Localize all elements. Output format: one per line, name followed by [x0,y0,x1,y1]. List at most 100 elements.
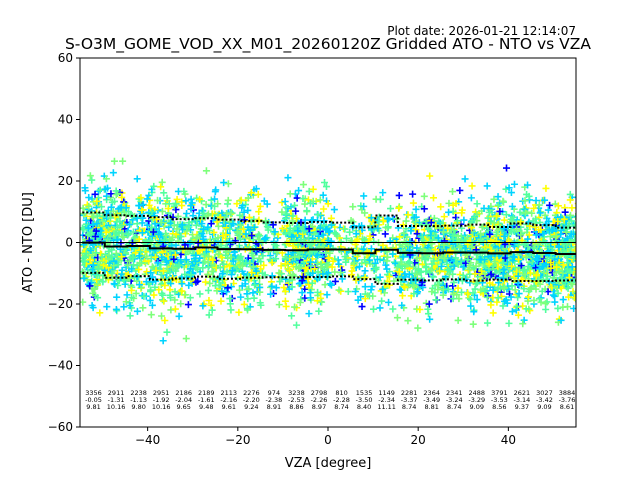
data-point [160,297,168,305]
data-point [91,284,99,292]
y-tick-label: −20 [48,297,73,311]
data-point [173,225,181,233]
data-point [337,269,345,277]
data-point [331,268,339,276]
data-point [122,298,130,306]
data-point [307,258,315,266]
data-point [264,226,272,234]
data-point [135,252,143,260]
data-point [174,212,182,220]
data-point [157,270,165,278]
data-point [81,273,89,281]
data-point [158,312,166,320]
data-point [280,284,288,292]
data-point [349,203,357,211]
data-point [103,184,111,192]
data-point [379,285,387,293]
bin-stat-std: 9.24 [244,403,258,411]
x-axis-label: VZA [degree] [285,456,372,471]
data-point [192,234,200,242]
data-point [276,278,284,286]
data-point [335,286,343,294]
data-point [158,178,166,186]
data-point [229,257,237,265]
data-point [150,182,158,190]
data-point [296,299,304,307]
data-point [236,229,244,237]
data-point [135,265,143,273]
data-point [357,293,365,301]
data-point [95,265,103,273]
data-point [324,254,332,262]
data-point [189,212,197,220]
data-point [187,271,195,279]
data-point [138,206,146,214]
data-point [361,209,369,217]
data-point [363,248,371,256]
data-point [102,175,110,183]
bin-stat-std: 8.81 [424,403,438,411]
data-point [295,265,303,273]
data-point [281,260,289,268]
data-point [143,268,151,276]
data-point [96,309,104,317]
bin-stat-std: 9.37 [515,403,529,411]
data-point [91,190,99,198]
data-point [204,286,212,294]
data-point [289,217,297,225]
x-tick-label: 0 [324,433,332,447]
data-point [138,229,146,237]
data-point [208,306,216,314]
data-point [170,202,178,210]
data-point [157,183,165,191]
data-point [195,247,203,255]
data-point [148,301,156,309]
data-point [96,225,104,233]
data-point [86,172,94,180]
data-point [187,195,195,203]
data-point [254,190,262,198]
data-point [260,197,268,205]
data-point [328,263,336,271]
data-point [227,253,235,261]
data-point [261,235,269,243]
data-point [368,283,376,291]
data-point [376,195,384,203]
data-point [214,234,222,242]
data-point [190,250,198,258]
data-point [247,189,255,197]
data-point [127,286,135,294]
data-point [288,233,296,241]
data-point [166,291,174,299]
data-point [135,281,143,289]
data-point [160,189,168,197]
data-point [220,179,228,187]
x-tick-label: −40 [135,433,160,447]
data-point [120,303,128,311]
data-point [237,235,245,243]
data-point [268,282,276,290]
data-point [142,278,150,286]
data-point [314,211,322,219]
data-point [304,275,312,283]
bin-stat-std: 9.09 [537,403,551,411]
data-point [133,175,141,183]
data-point [149,228,157,236]
data-point [107,190,115,198]
data-point [182,213,190,221]
data-point [299,181,307,189]
data-point [200,225,208,233]
data-point [126,302,134,310]
data-point [158,207,166,215]
data-point [81,187,89,195]
data-point [379,189,387,197]
data-point [211,188,219,196]
data-point [291,253,299,261]
data-point [177,300,185,308]
data-point [173,195,181,203]
data-point [386,237,394,245]
data-point [178,198,186,206]
data-point [380,289,388,297]
data-point [316,224,324,232]
y-tick-label: 60 [58,51,73,65]
